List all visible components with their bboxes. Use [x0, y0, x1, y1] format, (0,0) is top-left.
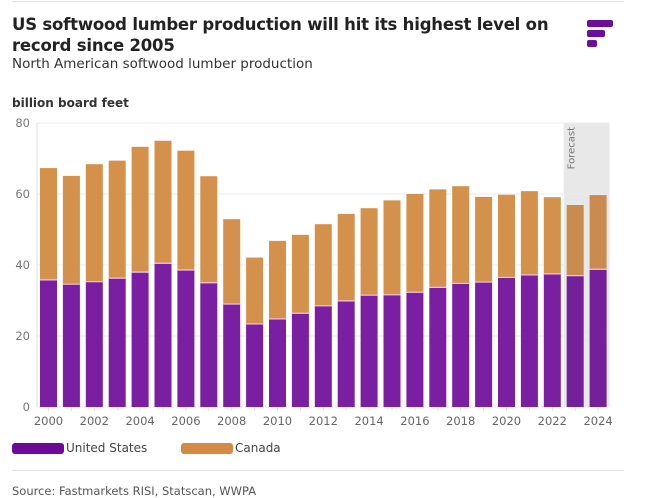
logo-bar-middle — [587, 30, 605, 37]
bar-united-states-2016 — [406, 292, 424, 407]
bar-canada-2009 — [246, 257, 264, 324]
bar-canada-2019 — [475, 196, 493, 283]
bar-united-states-2013 — [337, 300, 355, 407]
bar-canada-2021 — [520, 191, 538, 275]
bar-canada-2008 — [223, 219, 241, 305]
bar-united-states-2002 — [85, 281, 103, 407]
x-tick-label: 2006 — [171, 414, 200, 428]
source-note: Source: Fastmarkets RISI, Statscan, WWPA — [12, 484, 257, 498]
legend-swatch-canada — [181, 443, 233, 454]
x-tick-label: 2004 — [125, 414, 154, 428]
bar-united-states-2022 — [543, 273, 561, 407]
x-tick-label: 2008 — [217, 414, 246, 428]
x-tick-label: 2020 — [492, 414, 521, 428]
bar-canada-2002 — [85, 164, 103, 282]
y-tick-label: 40 — [15, 258, 30, 272]
bar-united-states-2023 — [566, 275, 584, 407]
bar-united-states-2009 — [246, 323, 264, 407]
x-tick-label: 2010 — [263, 414, 292, 428]
top-divider — [12, 1, 624, 2]
bar-canada-2018 — [452, 186, 470, 284]
logo-bar-top — [587, 20, 613, 27]
bar-canada-2010 — [269, 240, 286, 319]
legend-item-canada: Canada — [181, 441, 281, 455]
bar-canada-2011 — [291, 234, 309, 314]
bar-canada-2004 — [131, 146, 149, 273]
bar-united-states-2020 — [498, 277, 515, 407]
legend-item-united-states: United States — [12, 441, 147, 455]
y-tick-label: 80 — [15, 116, 30, 130]
bar-united-states-2017 — [429, 287, 447, 407]
chart-subtitle: North American softwood lumber productio… — [12, 56, 313, 72]
y-tick-label: 20 — [15, 329, 30, 343]
bar-canada-2007 — [200, 176, 218, 283]
y-tick-label: 60 — [15, 187, 30, 201]
bar-canada-2012 — [314, 224, 332, 306]
bar-united-states-2012 — [314, 305, 332, 407]
stacked-bar-chart: Forecast 0 20 40 60 80 2000 2002 2004 2006 2008 2… — [15, 116, 612, 428]
bar-canada-2016 — [406, 194, 424, 293]
bar-united-states-2008 — [223, 304, 241, 407]
x-tick-label: 2016 — [400, 414, 429, 428]
y-tick-label: 0 — [23, 400, 30, 414]
x-tick-label: 2012 — [309, 414, 338, 428]
bar-canada-2023 — [566, 205, 584, 276]
bar-united-states-2005 — [154, 263, 172, 407]
y-axis-label: billion board feet — [12, 96, 129, 110]
bar-united-states-2014 — [360, 295, 378, 407]
bar-canada-2017 — [429, 189, 447, 288]
bar-united-states-2010 — [269, 318, 286, 407]
bar-canada-2005 — [154, 140, 172, 264]
x-tick-label: 2000 — [34, 414, 63, 428]
x-tick-label: 2002 — [80, 414, 109, 428]
bar-united-states-2007 — [200, 282, 218, 407]
legend-swatch-united-states — [12, 443, 64, 454]
bottom-divider — [12, 470, 624, 471]
chart-title: US softwood lumber production will hit i… — [12, 15, 549, 55]
bar-canada-2022 — [543, 197, 561, 274]
bar-canada-2013 — [337, 213, 355, 301]
x-tick-label: 2014 — [354, 414, 383, 428]
bar-canada-2003 — [108, 160, 126, 279]
bar-united-states-2001 — [62, 284, 80, 407]
legend-label-canada: Canada — [235, 441, 281, 455]
legend-label-united-states: United States — [66, 441, 148, 455]
bar-united-states-2024 — [589, 269, 607, 407]
bar-united-states-2004 — [131, 272, 149, 407]
bar-canada-2001 — [62, 175, 80, 285]
bar-united-states-2018 — [452, 283, 470, 407]
bar-united-states-2019 — [475, 282, 493, 407]
forecast-label: Forecast — [567, 127, 578, 169]
bar-canada-2000 — [40, 168, 57, 280]
bar-united-states-2021 — [520, 274, 538, 407]
bar-canada-2014 — [360, 208, 378, 296]
bar-canada-2006 — [177, 150, 195, 270]
bar-canada-2015 — [383, 200, 401, 295]
bar-united-states-2015 — [383, 294, 401, 407]
bar-canada-2020 — [498, 194, 515, 278]
bar-united-states-2011 — [291, 313, 309, 407]
bar-united-states-2003 — [108, 278, 126, 407]
bar-canada-2024 — [589, 195, 607, 270]
bar-united-states-2006 — [177, 269, 195, 407]
x-tick-label: 2022 — [538, 414, 567, 428]
x-tick-label: 2018 — [446, 414, 475, 428]
logo-bar-bottom — [587, 40, 597, 47]
fastmarkets-logo-icon — [587, 20, 613, 47]
x-tick-label: 2024 — [583, 414, 612, 428]
bar-united-states-2000 — [40, 279, 57, 407]
